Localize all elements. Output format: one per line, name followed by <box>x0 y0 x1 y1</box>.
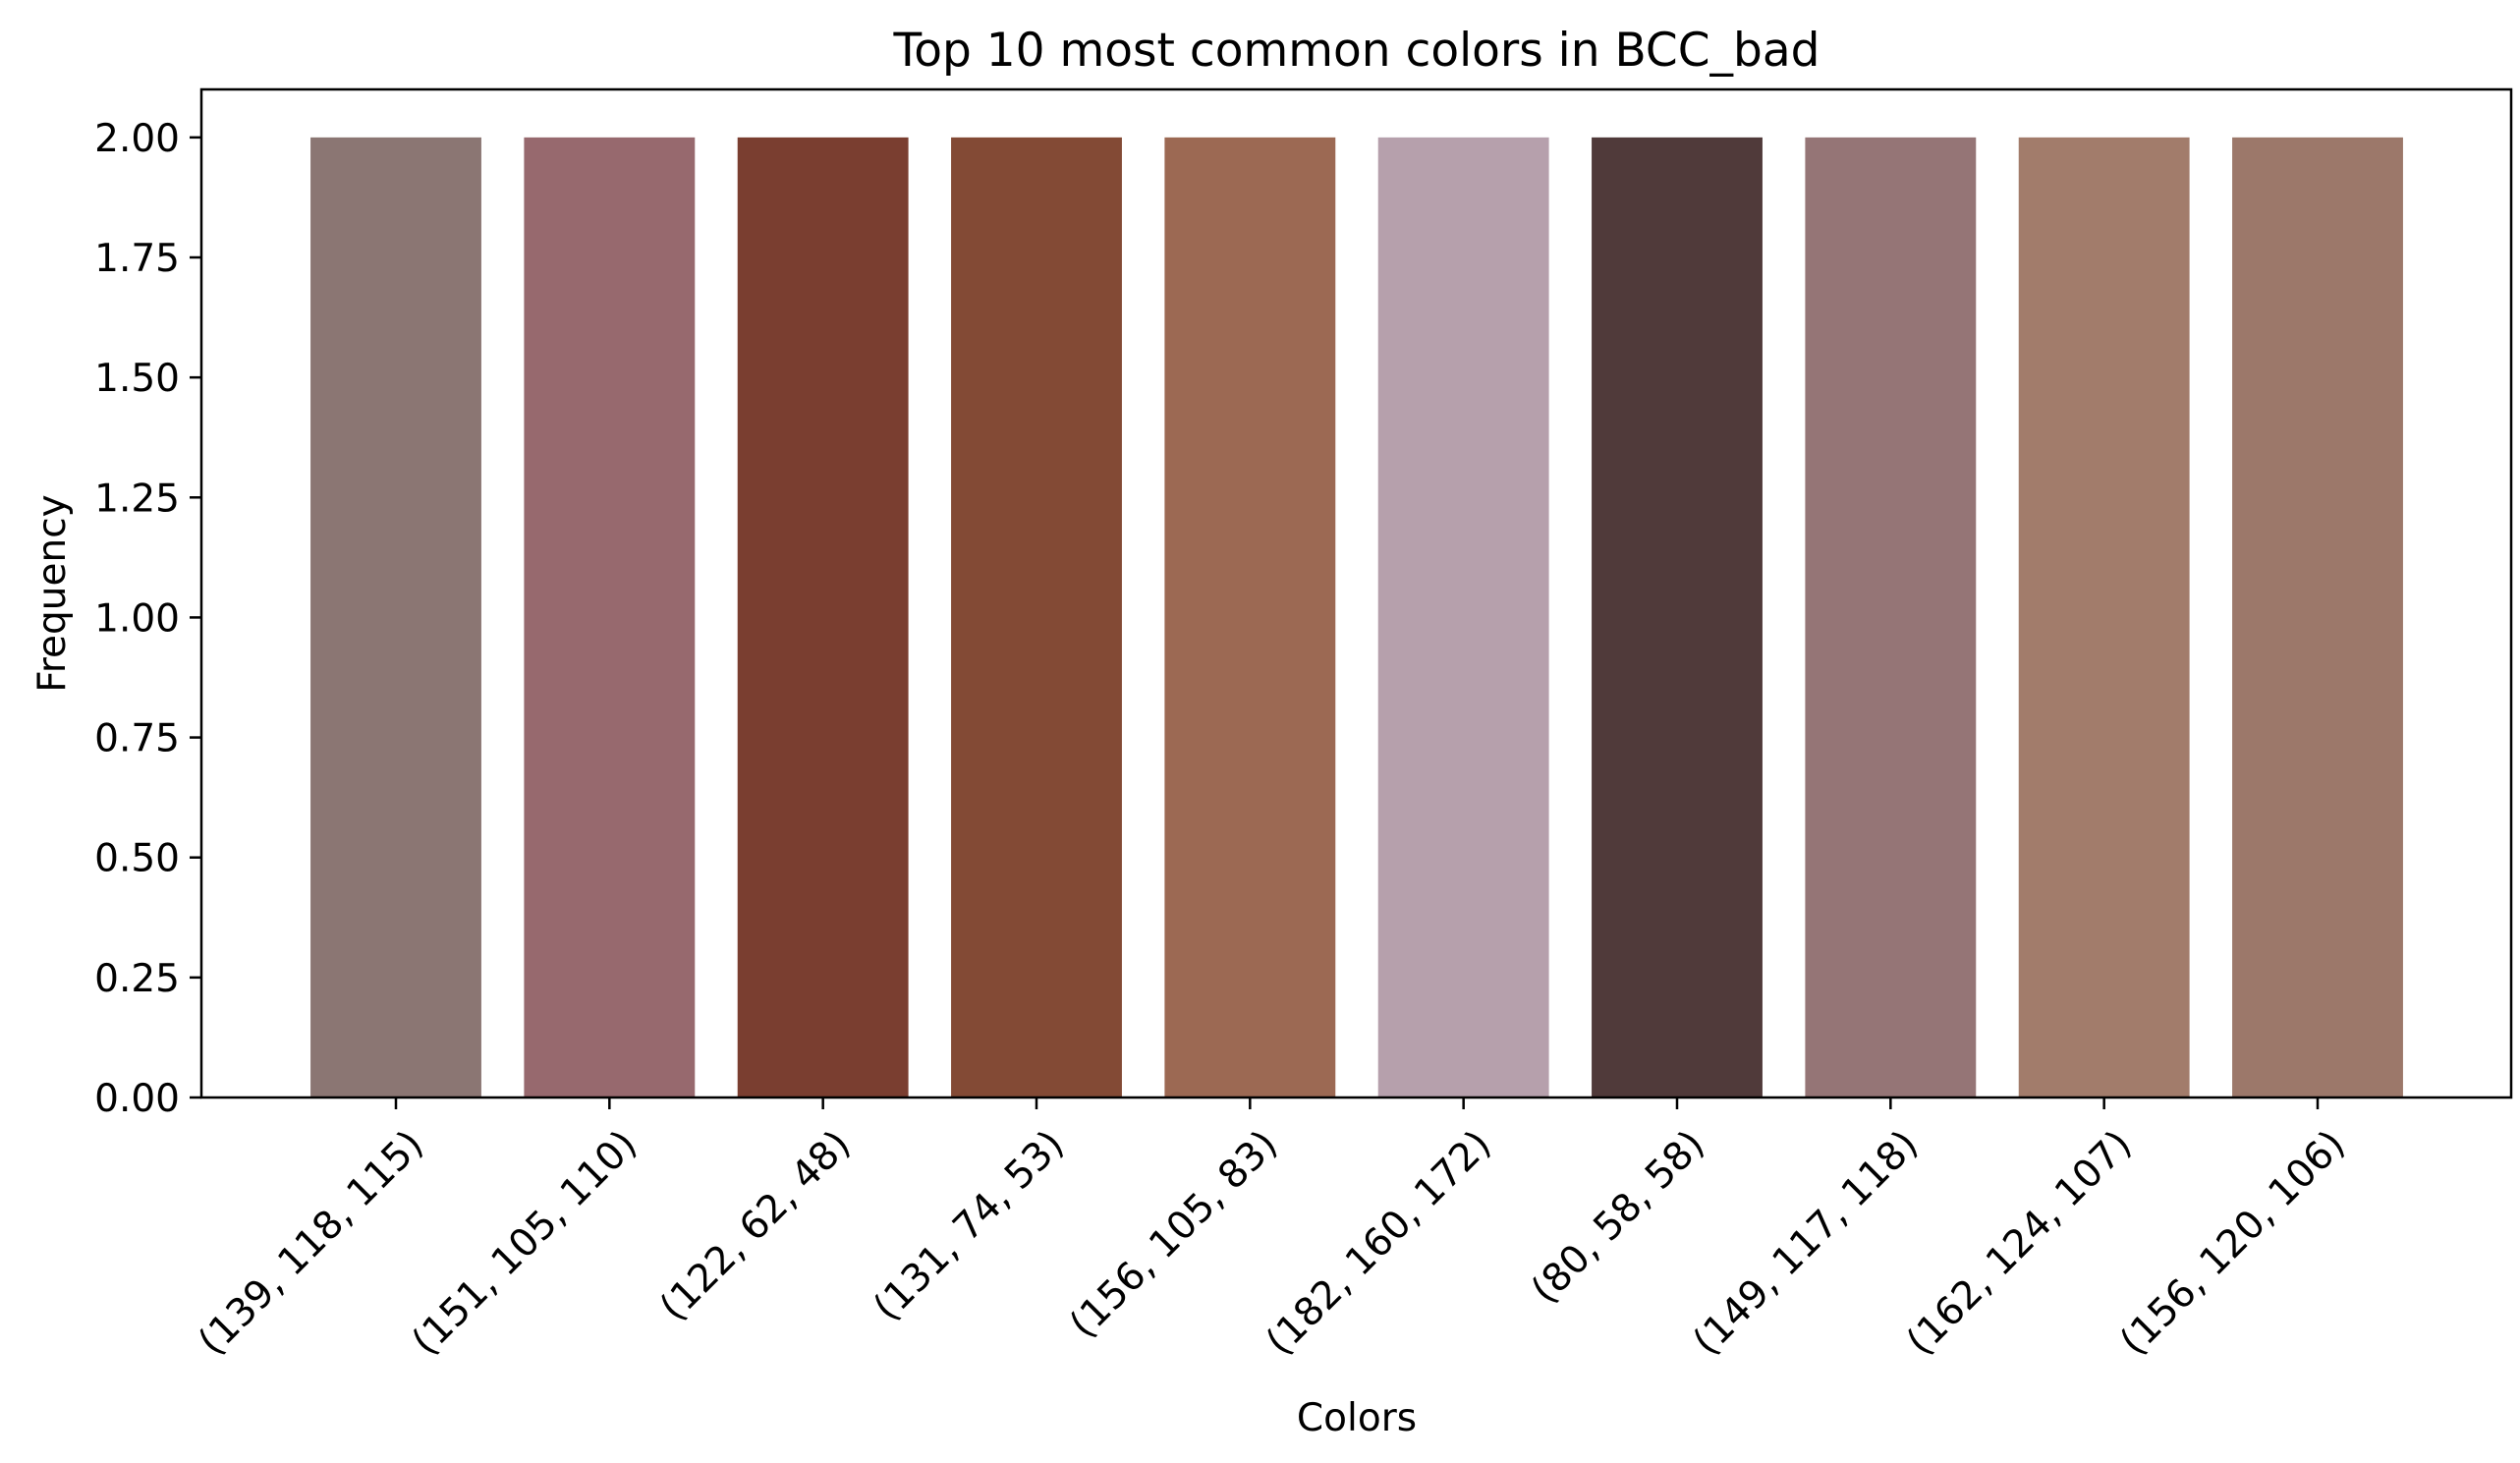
chart-title: Top 10 most common colors in BCC_bad <box>892 24 1820 78</box>
bar <box>1164 137 1336 1098</box>
x-tick-label: (149, 117, 118) <box>1685 1122 1927 1364</box>
x-tick-label: (122, 62, 48) <box>651 1122 859 1329</box>
y-tick-label: 1.25 <box>94 477 180 521</box>
y-tick-label: 1.75 <box>94 237 180 281</box>
bars <box>310 137 2403 1098</box>
x-axis-label: Colors <box>1297 1396 1417 1440</box>
x-tick-label: (139, 118, 115) <box>191 1122 432 1364</box>
y-tick-label: 1.00 <box>94 596 180 641</box>
bar <box>951 137 1122 1098</box>
bar <box>2232 137 2403 1098</box>
y-tick-label: 0.50 <box>94 837 180 881</box>
bar <box>1377 137 1549 1098</box>
bar <box>524 137 696 1098</box>
bar <box>1805 137 1977 1098</box>
bar <box>1592 137 1763 1098</box>
x-tick-label: (151, 105, 110) <box>404 1122 645 1364</box>
bar <box>2018 137 2190 1098</box>
y-tick-label: 0.00 <box>94 1077 180 1121</box>
plot-area-frame <box>199 87 2513 1099</box>
x-tick-label: (131, 74, 53) <box>866 1122 1073 1329</box>
x-tick-label: (182, 160, 172) <box>1258 1122 1499 1364</box>
x-axis: (139, 118, 115)(151, 105, 110) (122, 62, … <box>191 1097 2354 1364</box>
bar <box>737 137 909 1098</box>
x-tick-label: (156, 120, 106) <box>2112 1122 2354 1364</box>
x-tick-label: (162, 124, 107) <box>1898 1122 2140 1364</box>
y-tick-label: 2.00 <box>94 117 180 161</box>
bar <box>310 137 481 1098</box>
y-tick-label: 0.25 <box>94 957 180 1001</box>
y-tick-label: 0.75 <box>94 717 180 761</box>
y-axis-label: Frequency <box>30 494 75 692</box>
y-axis: 0.00 0.25 0.50 0.75 1.00 1.25 1.50 1.75 2.00 <box>94 117 201 1121</box>
x-tick-label: (156, 105, 83) <box>1061 1122 1286 1347</box>
x-tick-label: (80, 58, 58) <box>1523 1122 1713 1313</box>
y-tick-label: 1.50 <box>94 357 180 401</box>
